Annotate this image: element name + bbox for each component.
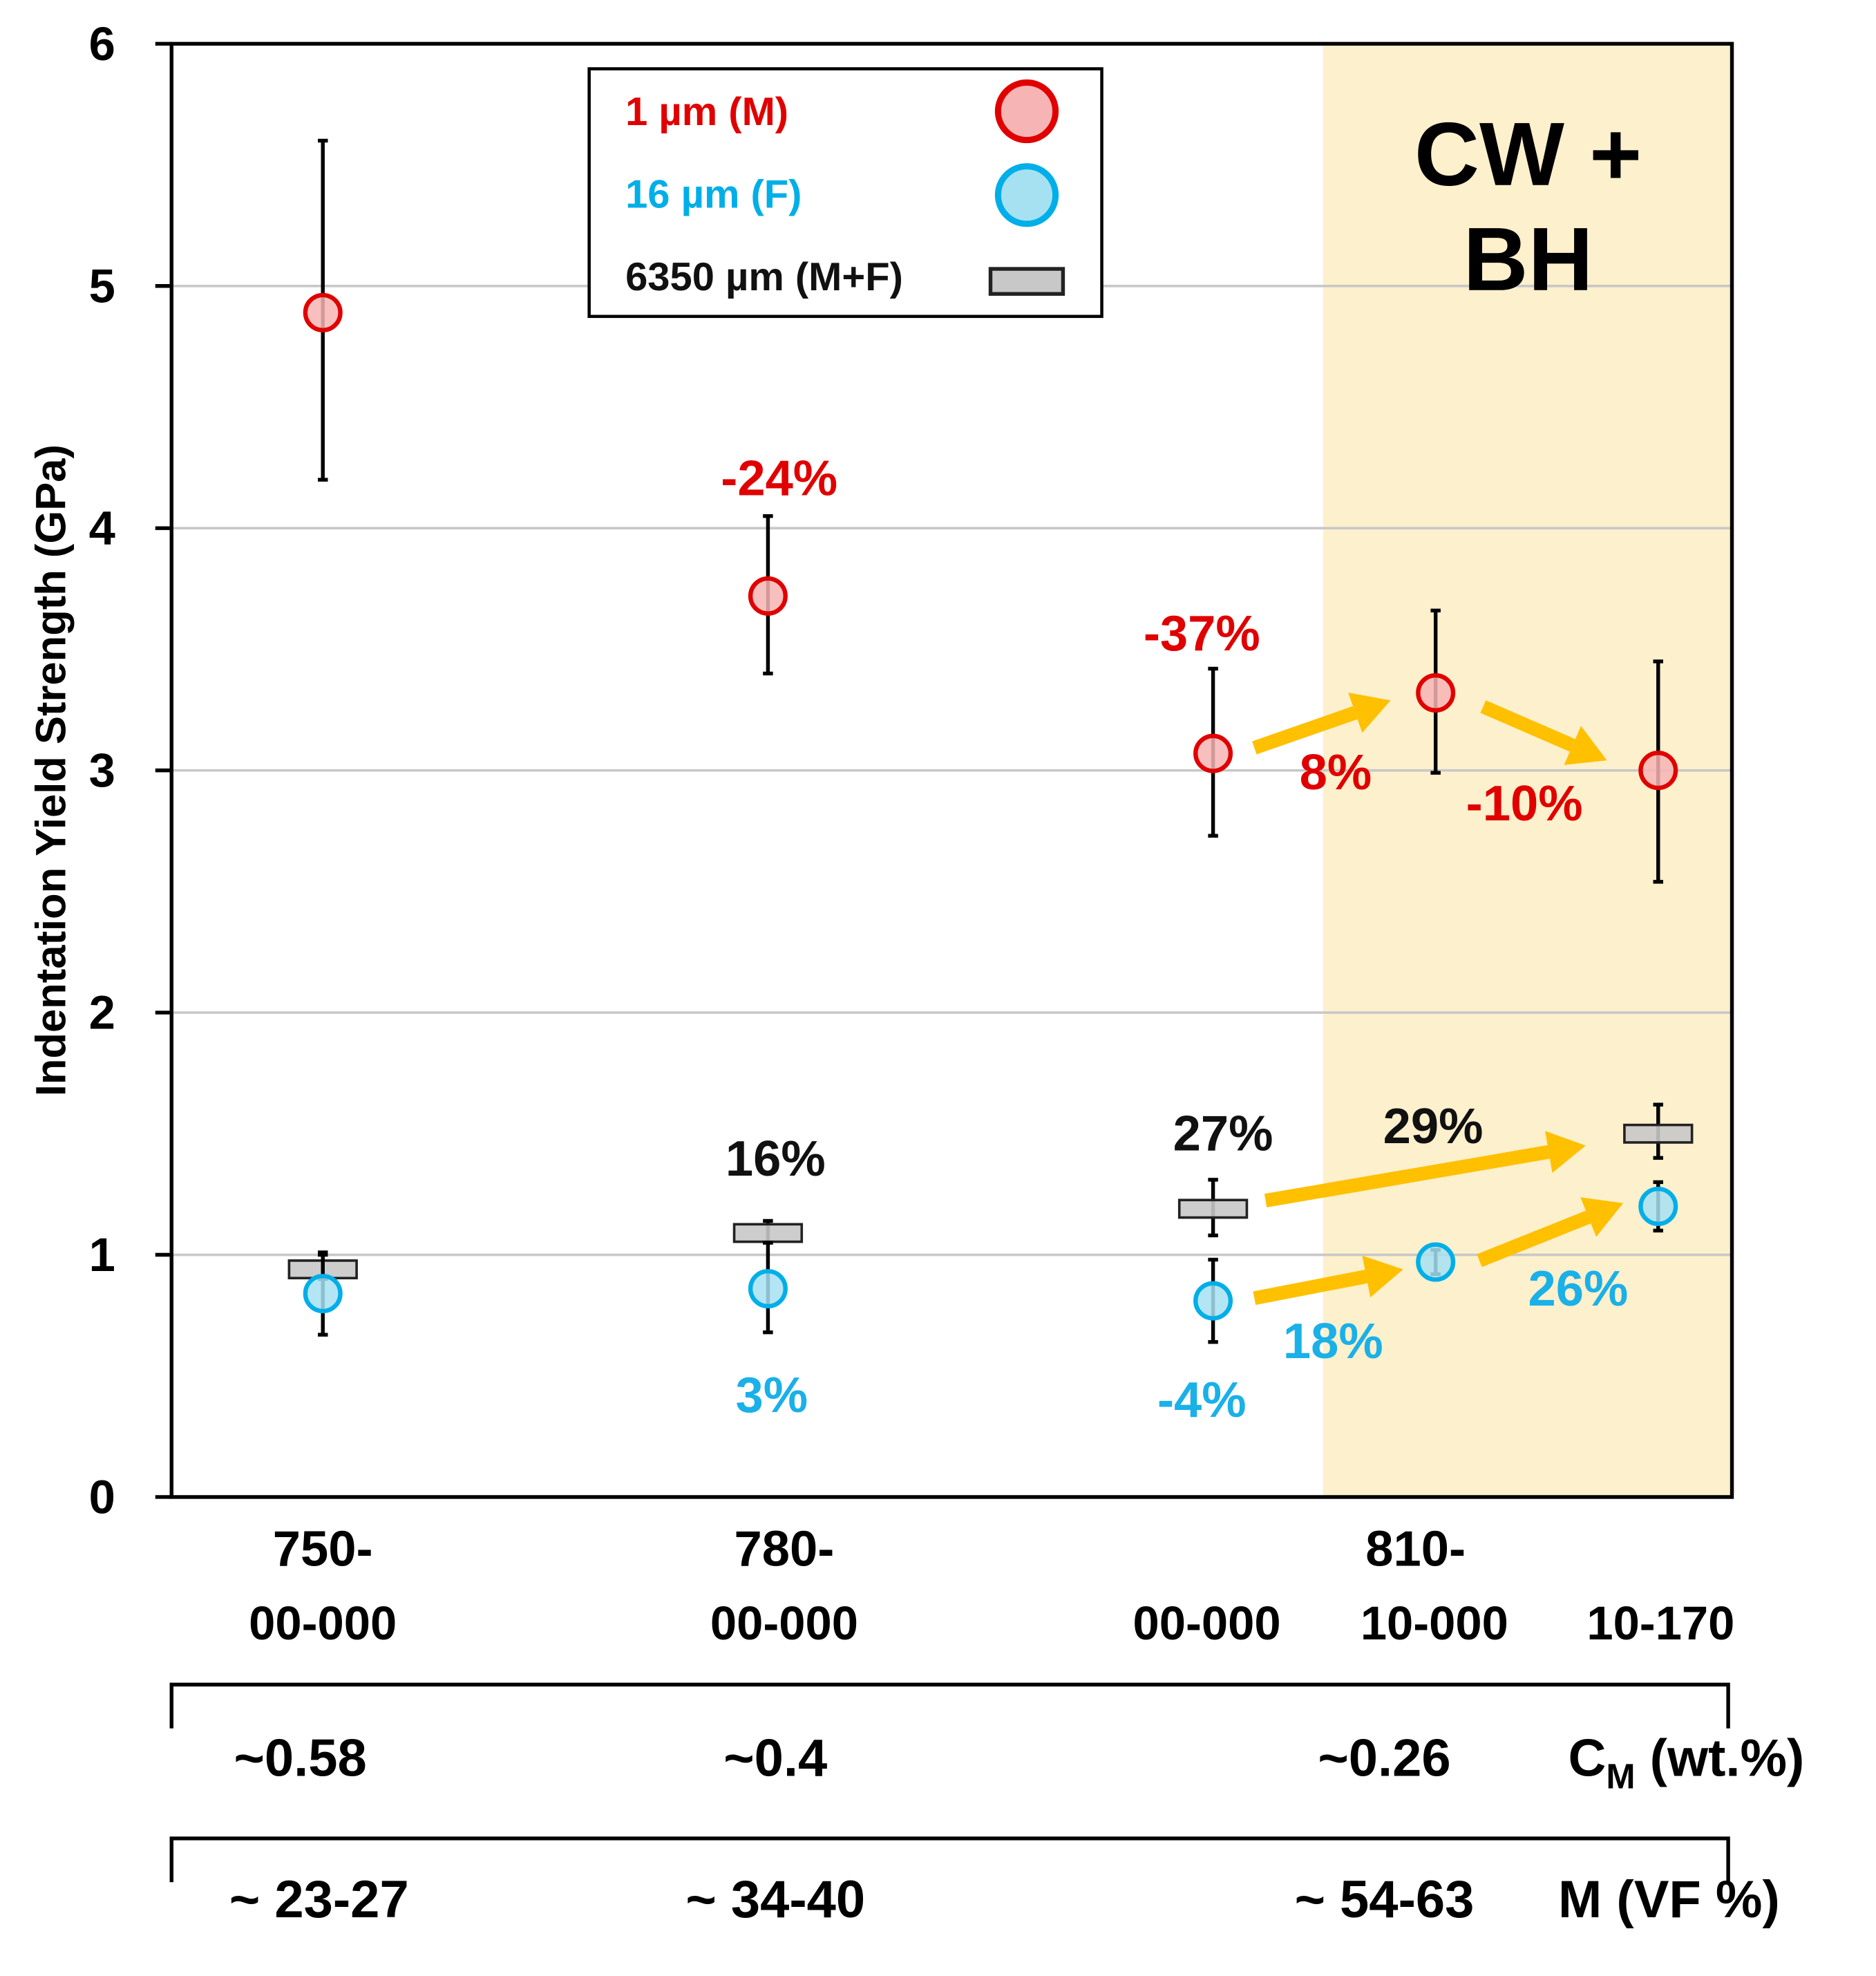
percent-change-label: -4% xyxy=(1157,1372,1247,1428)
legend-label-mf: 6350 µm (M+F) xyxy=(625,255,903,299)
data-point-m xyxy=(748,576,788,616)
trend-arrow-shaft xyxy=(1480,700,1575,752)
row-value: ~ 34-40 xyxy=(685,1870,865,1929)
data-point-mf xyxy=(1177,1198,1249,1219)
data-point-m xyxy=(1416,673,1456,713)
row-value: ~ 54-63 xyxy=(1295,1870,1475,1929)
row-value: ~0.58 xyxy=(234,1729,367,1787)
x-tick-label: 00-000 xyxy=(249,1597,397,1650)
row-label-main: M (VF %) xyxy=(1558,1870,1780,1929)
percent-change-label: -10% xyxy=(1466,775,1583,831)
trend-arrow-shaft xyxy=(1252,706,1358,755)
trend-arrow-head xyxy=(1564,726,1607,765)
bracket-line xyxy=(169,1836,1730,1883)
row-value: ~ 23-27 xyxy=(229,1870,409,1929)
legend-marker-mf xyxy=(988,267,1065,296)
trend-arrow-shaft xyxy=(1253,1270,1368,1306)
data-point-m xyxy=(1193,733,1233,773)
x-group-label: 780- xyxy=(735,1521,835,1577)
y-tick-label: 6 xyxy=(89,17,115,70)
row-label-rest: (wt.%) xyxy=(1636,1729,1805,1787)
legend-label-f: 16 µm (F) xyxy=(625,172,802,216)
data-point-f xyxy=(1193,1281,1233,1321)
data-point-f xyxy=(1416,1242,1456,1282)
percent-change-label: 27% xyxy=(1173,1106,1273,1162)
x-tick-label: 10-000 xyxy=(1361,1597,1508,1650)
y-tick-label: 2 xyxy=(89,986,115,1039)
x-tick-label: 00-000 xyxy=(1133,1597,1281,1650)
legend-label-m: 1 µm (M) xyxy=(625,90,788,134)
trend-arrow-head xyxy=(1362,1255,1403,1298)
data-point-f xyxy=(748,1269,788,1309)
trend-arrow-head xyxy=(1580,1197,1624,1237)
legend: 1 µm (M) 16 µm (F) 6350 µm (M+F) xyxy=(587,67,1103,319)
legend-marker-f xyxy=(994,163,1059,227)
data-point-m xyxy=(303,292,343,332)
y-tick-label: 3 xyxy=(89,744,115,797)
data-point-mf xyxy=(1623,1123,1694,1144)
percent-change-label: 8% xyxy=(1300,744,1372,800)
percent-change-label: 26% xyxy=(1528,1261,1629,1317)
row-label-sub: M xyxy=(1606,1757,1635,1796)
percent-change-label: 18% xyxy=(1283,1313,1383,1369)
data-point-mf xyxy=(732,1223,804,1243)
percent-change-label: 29% xyxy=(1383,1098,1484,1154)
y-axis-label: Indentation Yield Strength (GPa) xyxy=(27,444,75,1096)
trend-arrow-head xyxy=(1348,693,1391,733)
x-tick-label: 00-000 xyxy=(710,1597,858,1650)
y-tick-label: 0 xyxy=(89,1470,115,1523)
shade-label-line1: CW + xyxy=(1414,104,1642,205)
x-group-label: 810- xyxy=(1365,1521,1466,1577)
percent-change-label: -24% xyxy=(721,451,837,507)
x-group-label: 750- xyxy=(273,1521,373,1577)
data-point-m xyxy=(1638,751,1678,791)
row-label: M (VF %) xyxy=(1558,1870,1780,1929)
percent-change-label: 16% xyxy=(726,1131,826,1187)
row-value: ~0.26 xyxy=(1318,1729,1450,1787)
row-label: CM (wt.%) xyxy=(1568,1729,1804,1796)
row-value: ~0.4 xyxy=(723,1729,827,1787)
row-label-main: C xyxy=(1568,1729,1606,1787)
y-tick-label: 1 xyxy=(89,1228,115,1281)
data-point-f xyxy=(1638,1186,1678,1226)
y-tick-label: 5 xyxy=(89,259,115,312)
percent-change-label: 3% xyxy=(736,1367,808,1423)
percent-change-label: -37% xyxy=(1144,605,1260,661)
trend-arrow-shaft xyxy=(1264,1145,1551,1207)
x-tick-label: 10-170 xyxy=(1586,1597,1734,1650)
trend-arrow-head xyxy=(1545,1131,1586,1174)
bracket-line xyxy=(169,1682,1730,1729)
shade-label-line2: BH xyxy=(1463,209,1593,310)
legend-marker-m xyxy=(994,79,1059,144)
data-point-f xyxy=(303,1274,343,1314)
y-tick-label: 4 xyxy=(89,502,115,555)
trend-arrow-shaft xyxy=(1477,1210,1591,1268)
